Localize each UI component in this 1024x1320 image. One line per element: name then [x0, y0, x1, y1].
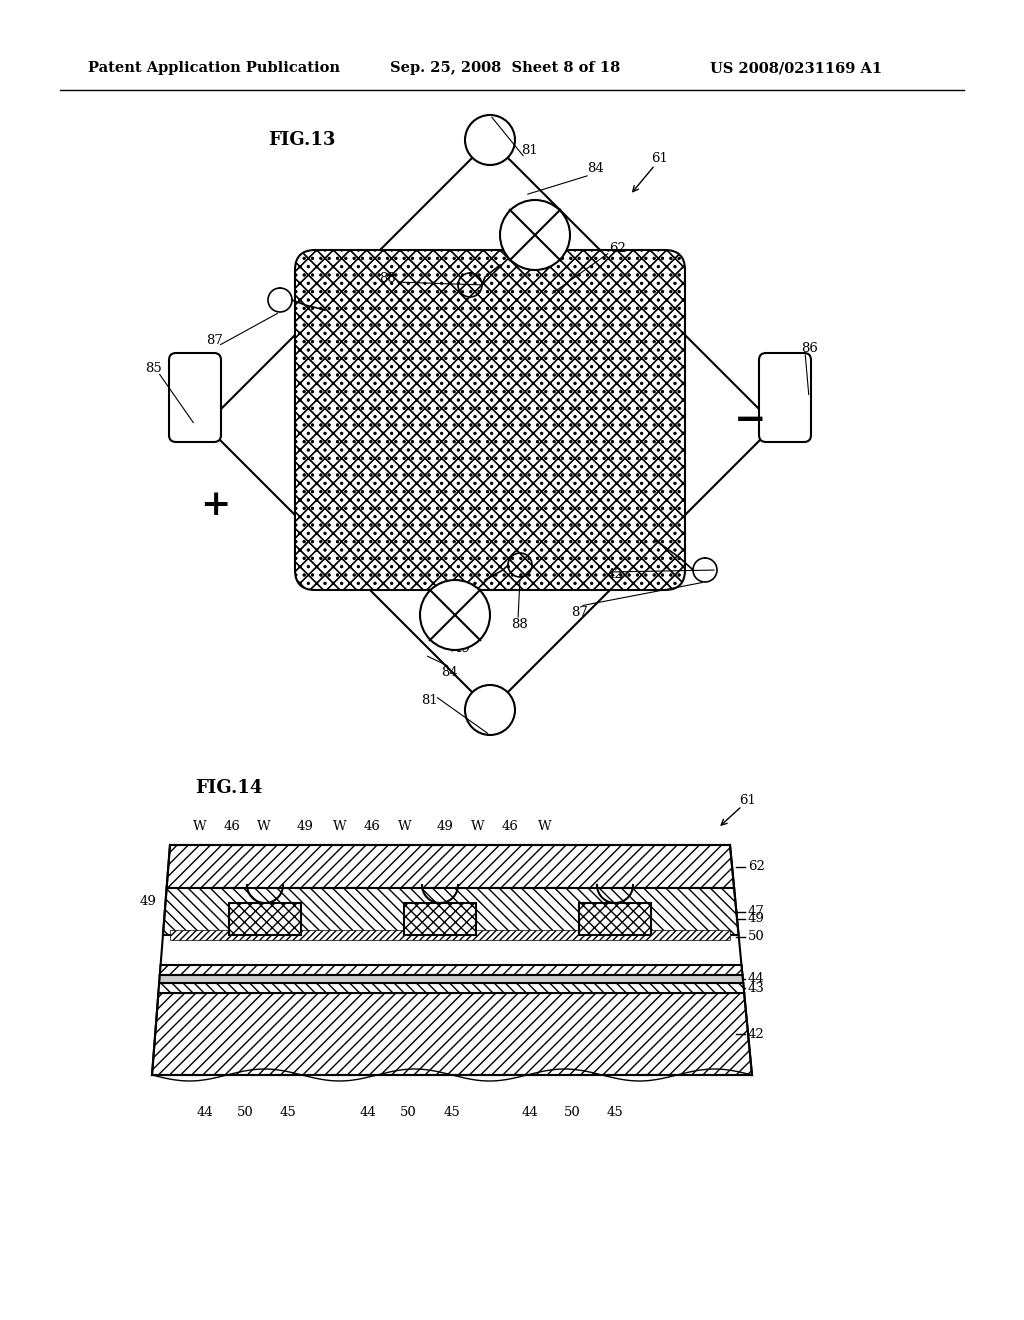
Text: W: W: [539, 821, 552, 833]
Text: W: W: [471, 821, 484, 833]
Text: W: W: [194, 821, 207, 833]
Text: 49: 49: [436, 821, 454, 833]
Text: 88: 88: [380, 272, 396, 285]
Bar: [170, 931, 730, 940]
Circle shape: [500, 201, 570, 271]
Text: 44: 44: [521, 1106, 539, 1119]
Circle shape: [465, 115, 515, 165]
Text: 86: 86: [802, 342, 818, 355]
Polygon shape: [159, 983, 744, 993]
Text: 46: 46: [364, 821, 381, 833]
Text: Patent Application Publication: Patent Application Publication: [88, 61, 340, 75]
Text: FIG.14: FIG.14: [195, 779, 262, 797]
Text: 46: 46: [223, 821, 241, 833]
Text: 87: 87: [207, 334, 223, 346]
Text: 43: 43: [748, 982, 765, 994]
Polygon shape: [160, 965, 742, 975]
Text: 45: 45: [443, 1106, 461, 1119]
Text: 88: 88: [512, 619, 528, 631]
Text: US 2008/0231169 A1: US 2008/0231169 A1: [710, 61, 882, 75]
Text: +: +: [200, 488, 230, 521]
FancyBboxPatch shape: [759, 352, 811, 442]
Text: 45: 45: [280, 1106, 296, 1119]
Text: 62: 62: [609, 242, 627, 255]
Text: 84: 84: [587, 161, 603, 174]
Circle shape: [465, 685, 515, 735]
Text: 61: 61: [739, 793, 757, 807]
Text: Sep. 25, 2008  Sheet 8 of 18: Sep. 25, 2008 Sheet 8 of 18: [390, 61, 621, 75]
Text: 50: 50: [748, 931, 765, 944]
Text: FIG.13: FIG.13: [268, 131, 336, 149]
Text: 50: 50: [563, 1106, 581, 1119]
Text: 49: 49: [139, 895, 157, 908]
Text: −: −: [733, 401, 766, 440]
Text: 49: 49: [748, 912, 765, 925]
Polygon shape: [167, 845, 734, 888]
Text: 84: 84: [441, 665, 459, 678]
FancyBboxPatch shape: [169, 352, 221, 442]
Text: 50: 50: [237, 1106, 253, 1119]
Text: 46: 46: [502, 821, 518, 833]
Text: 50: 50: [399, 1106, 417, 1119]
Text: W: W: [257, 821, 270, 833]
Circle shape: [420, 579, 490, 649]
Text: 61: 61: [651, 152, 669, 165]
Text: 44: 44: [748, 973, 765, 986]
Bar: [579, 903, 651, 935]
Text: W: W: [333, 821, 347, 833]
Text: 42: 42: [606, 569, 624, 582]
Text: 81: 81: [521, 144, 539, 157]
Text: 42: 42: [748, 1027, 765, 1040]
Text: 81: 81: [422, 693, 438, 706]
Text: 62: 62: [748, 861, 765, 873]
Text: 47: 47: [748, 906, 765, 917]
Text: 87: 87: [571, 606, 589, 619]
Polygon shape: [152, 993, 752, 1074]
Text: 45: 45: [606, 1106, 624, 1119]
Text: 49: 49: [454, 642, 470, 655]
Text: 44: 44: [197, 1106, 213, 1119]
Polygon shape: [159, 975, 743, 983]
Text: W: W: [398, 821, 412, 833]
FancyBboxPatch shape: [295, 249, 685, 590]
Text: 44: 44: [359, 1106, 377, 1119]
Text: 85: 85: [144, 362, 162, 375]
Polygon shape: [163, 888, 738, 935]
Bar: [229, 903, 301, 935]
Text: 49: 49: [297, 821, 313, 833]
Bar: [404, 903, 476, 935]
